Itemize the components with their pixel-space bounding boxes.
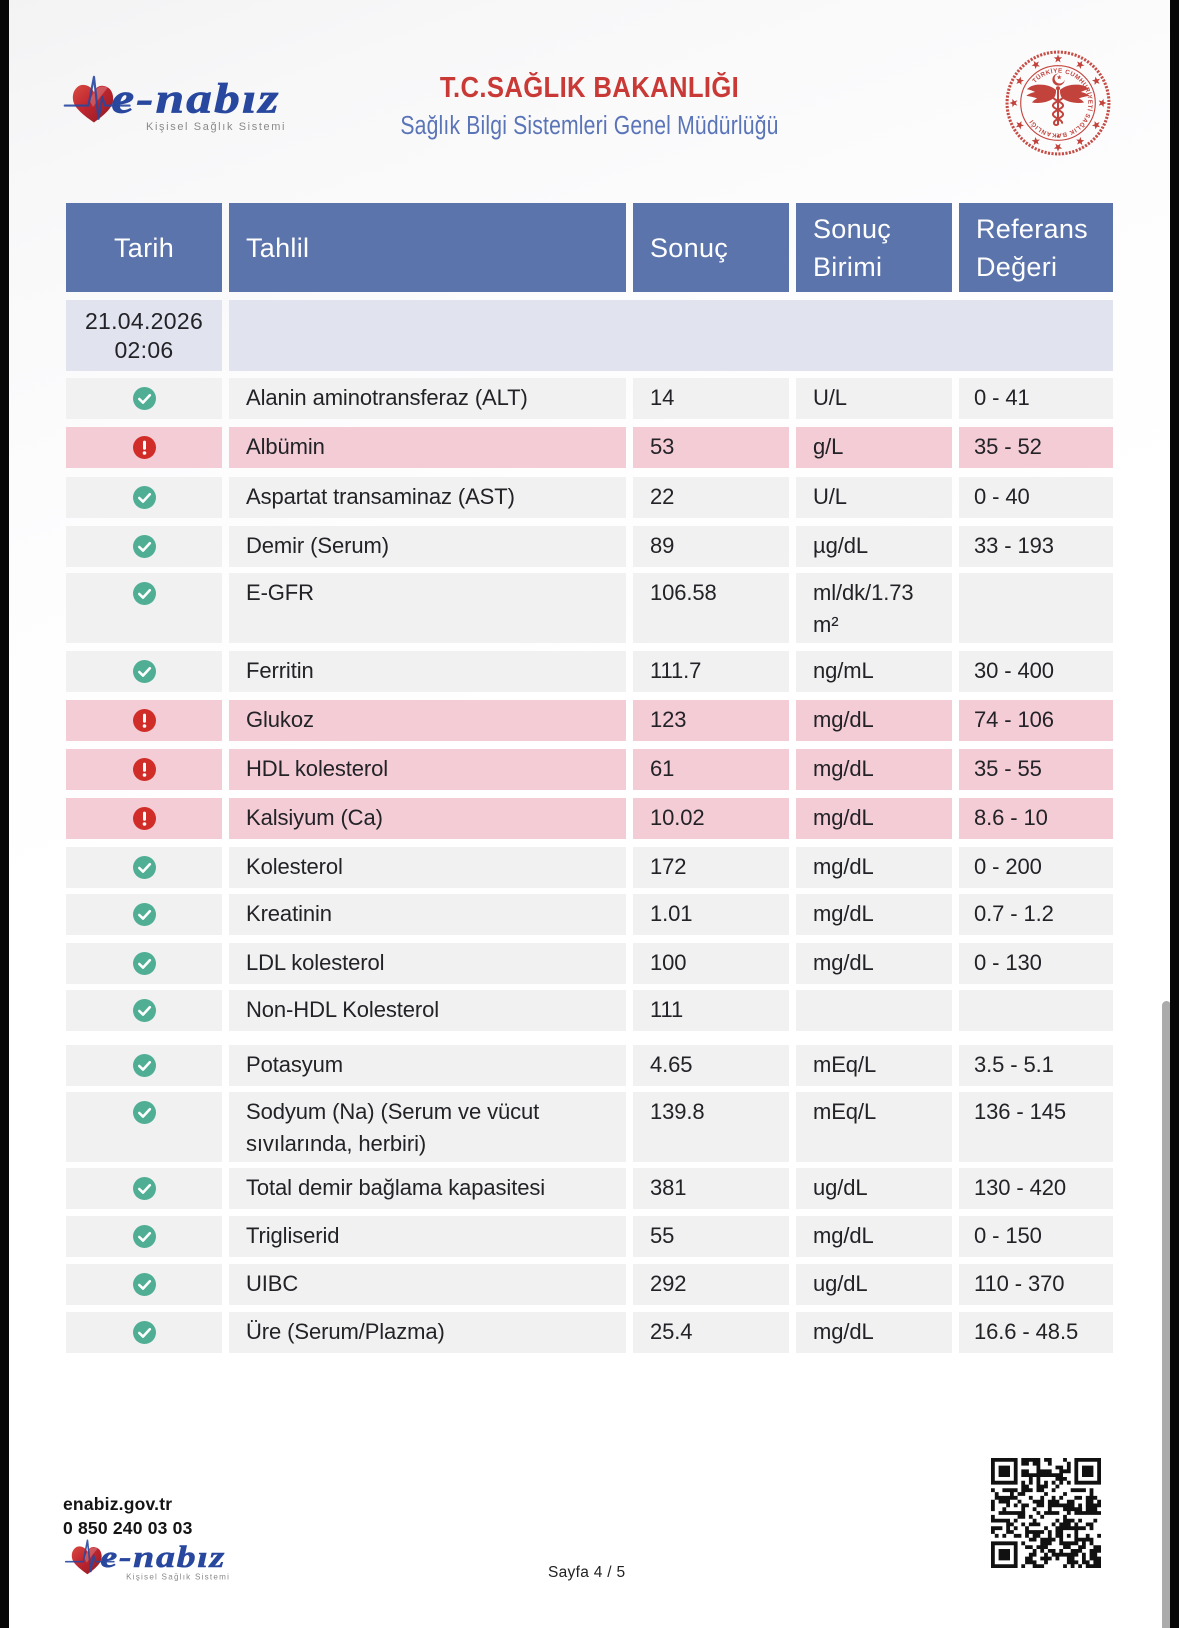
svg-text:Kişisel Sağlık Sistemi: Kişisel Sağlık Sistemi [146,121,286,133]
svg-text:Kişisel Sağlık Sistemi: Kişisel Sağlık Sistemi [126,1573,230,1582]
svg-text:e-nabız: e-nabız [111,76,280,123]
svg-text:e-nabız: e-nabız [100,1539,226,1574]
